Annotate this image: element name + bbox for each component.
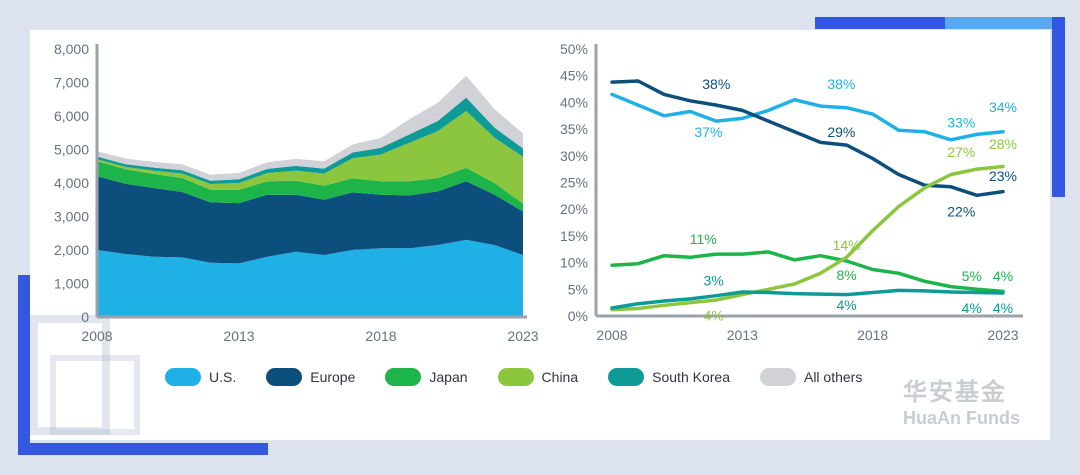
x-tick-label: 2013: [727, 327, 758, 343]
watermark-chinese: 华安基金: [903, 379, 1007, 406]
y-tick-label: 1,000: [54, 276, 89, 292]
y-tick-label: 15%: [560, 228, 588, 244]
y-tick-label: 10%: [560, 255, 588, 271]
y-tick-label: 5,000: [54, 142, 89, 158]
line-china: [610, 164, 1005, 312]
y-tick-label: 4,000: [54, 175, 89, 191]
line-south_korea: [610, 288, 1005, 310]
x-tick-label: 2008: [596, 327, 627, 343]
line-europe: [610, 79, 1005, 198]
y-tick-label: 40%: [560, 94, 588, 110]
x-tick-label: 2013: [223, 328, 254, 344]
stacked-area-chart: 0 1,000 2,000 3,000 4,000 5,000 6,000 7,000 8,00…: [54, 41, 539, 344]
legend-swatch-china: [497, 368, 534, 386]
legend-swatch-south_korea: [608, 368, 645, 386]
legend-label-others: All others: [803, 369, 863, 385]
legend-label-japan: Japan: [429, 369, 468, 385]
x-tick-label: 2023: [987, 327, 1018, 343]
legend: U.S. Europe Japan China South Korea All other…: [165, 366, 905, 388]
data-label-south_korea: 4%: [836, 297, 856, 313]
decor-bar-right: [1052, 17, 1065, 197]
data-label-us: 33%: [947, 114, 975, 130]
huaan-funds-watermark: 华安基金 HuaAn Funds: [903, 380, 1043, 440]
y-tick-label: 2,000: [54, 242, 89, 258]
area-japan: [97, 161, 523, 212]
data-label-us: 34%: [989, 99, 1017, 115]
y-tick-label: 0%: [568, 308, 588, 324]
decor-square-outline-2: [50, 355, 140, 435]
decor-bar-left: [18, 275, 30, 455]
data-label-europe: 22%: [947, 204, 975, 220]
legend-label-china: China: [541, 369, 579, 385]
legend-swatch-us: [165, 368, 201, 386]
line-japan: [610, 250, 1005, 294]
data-label-europe: 29%: [827, 124, 855, 140]
y-tick-label: 7,000: [54, 75, 89, 91]
data-label-south_korea: 4%: [993, 300, 1013, 316]
area-china: [97, 111, 523, 204]
legend-swatch-others: [759, 368, 796, 386]
data-label-us: 38%: [827, 76, 855, 92]
legend-item-others: All others: [759, 368, 863, 386]
data-label-china: 4%: [704, 307, 724, 323]
legend-label-us: U.S.: [209, 369, 237, 385]
x-tick-label: 2018: [365, 328, 396, 344]
y-tick-label: 30%: [560, 148, 588, 164]
legend-swatch-japan: [385, 368, 422, 386]
decor-bar-top-right-light: [945, 17, 1065, 29]
data-label-us: 37%: [694, 124, 722, 140]
data-label-south_korea: 4%: [962, 300, 982, 316]
data-label-japan: 4%: [993, 268, 1013, 284]
y-tick-label: 0: [81, 309, 89, 325]
y-tick-label: 8,000: [54, 41, 89, 57]
decor-bar-bottom-left: [18, 443, 268, 455]
legend-item-europe: Europe: [266, 368, 355, 386]
legend-item-china: China: [497, 368, 579, 386]
x-tick-label: 2023: [507, 328, 538, 344]
x-tick-label: 2018: [857, 327, 888, 343]
data-label-japan: 5%: [962, 268, 982, 284]
y-tick-label: 20%: [560, 201, 588, 217]
legend-label-south_korea: South Korea: [652, 369, 730, 385]
share-line-chart: 0% 5% 10% 15% 20% 25% 30% 35% 40% 45% 50% 2008 2013 2…: [560, 41, 1023, 343]
data-label-japan: 11%: [690, 231, 717, 247]
area-europe: [97, 176, 523, 264]
legend-item-us: U.S.: [165, 368, 236, 386]
legend-item-japan: Japan: [385, 368, 468, 386]
x-tick-label: 2008: [81, 328, 112, 344]
data-label-europe: 38%: [702, 76, 730, 92]
data-label-europe: 23%: [989, 168, 1017, 184]
legend-swatch-europe: [266, 368, 303, 386]
y-tick-label: 25%: [560, 175, 588, 191]
line-us: [610, 92, 1005, 142]
area-us: [97, 239, 523, 317]
data-label-china: 14%: [833, 237, 861, 253]
decor-square-outline: [30, 315, 110, 435]
data-label-china: 28%: [989, 136, 1017, 152]
y-tick-label: 35%: [560, 121, 588, 137]
y-tick-label: 6,000: [54, 108, 89, 124]
y-tick-label: 5%: [568, 281, 588, 297]
y-tick-label: 3,000: [54, 209, 89, 225]
data-label-south_korea: 3%: [704, 273, 724, 289]
legend-item-south_korea: South Korea: [608, 368, 730, 386]
y-tick-label: 50%: [560, 41, 588, 57]
data-label-china: 27%: [947, 144, 975, 160]
legend-label-europe: Europe: [310, 369, 356, 385]
y-tick-label: 45%: [560, 68, 588, 84]
data-label-japan: 8%: [836, 267, 856, 283]
watermark-english: HuaAn Funds: [903, 408, 1020, 428]
